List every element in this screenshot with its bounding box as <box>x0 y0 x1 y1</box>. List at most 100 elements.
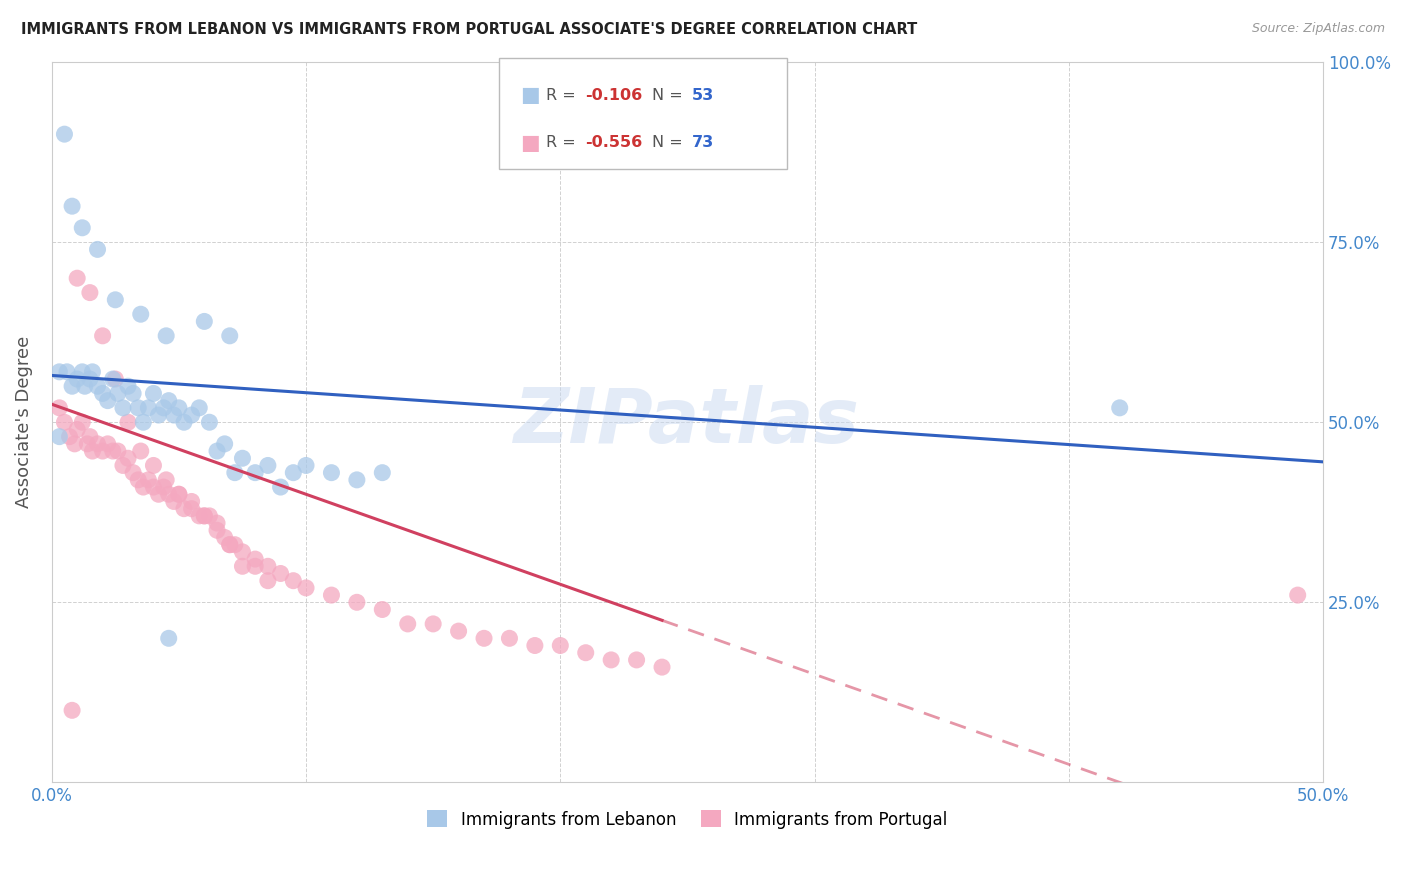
Point <box>138 401 160 415</box>
Point <box>218 328 240 343</box>
Point <box>214 437 236 451</box>
Point <box>63 437 86 451</box>
Point <box>152 401 174 415</box>
Point <box>66 422 89 436</box>
Point <box>127 473 149 487</box>
Point <box>86 243 108 257</box>
Point <box>138 473 160 487</box>
Point <box>295 458 318 473</box>
Point <box>73 379 96 393</box>
Point <box>60 199 83 213</box>
Point <box>193 508 215 523</box>
Point <box>148 408 170 422</box>
Point <box>167 487 190 501</box>
Text: Source: ZipAtlas.com: Source: ZipAtlas.com <box>1251 22 1385 36</box>
Point <box>56 365 79 379</box>
Point <box>60 379 83 393</box>
Point <box>575 646 598 660</box>
Point <box>66 372 89 386</box>
Point <box>86 379 108 393</box>
Point <box>231 545 253 559</box>
Point <box>148 487 170 501</box>
Point <box>82 444 104 458</box>
Point <box>117 451 139 466</box>
Point <box>173 501 195 516</box>
Point <box>523 639 546 653</box>
Point <box>101 444 124 458</box>
Point <box>48 365 70 379</box>
Point <box>188 508 211 523</box>
Point <box>472 632 495 646</box>
Point <box>550 639 572 653</box>
Point <box>127 401 149 415</box>
Point <box>346 473 368 487</box>
Point <box>218 538 240 552</box>
Point <box>321 588 343 602</box>
Text: -0.106: -0.106 <box>585 88 643 103</box>
Point <box>79 430 101 444</box>
Point <box>60 703 83 717</box>
Point <box>91 328 114 343</box>
Point <box>396 616 419 631</box>
Point <box>321 466 343 480</box>
Point <box>167 487 190 501</box>
Point <box>193 314 215 328</box>
Point <box>498 632 520 646</box>
Text: N =: N = <box>652 88 689 103</box>
Point <box>270 566 292 581</box>
Point <box>257 458 280 473</box>
Point <box>188 401 211 415</box>
Point <box>163 494 186 508</box>
Text: ■: ■ <box>520 133 540 153</box>
Point <box>66 271 89 285</box>
Point <box>283 574 305 588</box>
Point <box>180 501 202 516</box>
Point <box>122 466 145 480</box>
Y-axis label: Associate's Degree: Associate's Degree <box>15 336 32 508</box>
Point <box>152 480 174 494</box>
Point <box>72 365 94 379</box>
Point <box>86 437 108 451</box>
Text: 73: 73 <box>692 136 714 150</box>
Point <box>205 523 228 537</box>
Point <box>72 415 94 429</box>
Point <box>180 408 202 422</box>
Point <box>180 494 202 508</box>
Point <box>117 379 139 393</box>
Point <box>422 616 444 631</box>
Point <box>79 285 101 300</box>
Point <box>283 466 305 480</box>
Point <box>371 602 394 616</box>
Point <box>79 372 101 386</box>
Point <box>72 220 94 235</box>
Point <box>111 458 134 473</box>
Point <box>257 559 280 574</box>
Point <box>231 451 253 466</box>
Point <box>224 466 246 480</box>
Point <box>107 444 129 458</box>
Point <box>91 386 114 401</box>
Point <box>97 393 120 408</box>
Point <box>193 508 215 523</box>
Point <box>132 415 155 429</box>
Point <box>142 458 165 473</box>
Point <box>122 386 145 401</box>
Point <box>243 466 266 480</box>
Text: 53: 53 <box>692 88 714 103</box>
Legend: Immigrants from Lebanon, Immigrants from Portugal: Immigrants from Lebanon, Immigrants from… <box>420 804 955 835</box>
Point <box>346 595 368 609</box>
Point <box>205 516 228 530</box>
Point <box>155 328 177 343</box>
Point <box>58 430 80 444</box>
Point <box>53 415 76 429</box>
Point <box>371 466 394 480</box>
Text: ■: ■ <box>520 86 540 105</box>
Point <box>198 508 221 523</box>
Text: R =: R = <box>546 88 581 103</box>
Point <box>101 372 124 386</box>
Point <box>157 632 180 646</box>
Point <box>129 444 152 458</box>
Point <box>111 401 134 415</box>
Point <box>173 415 195 429</box>
Point <box>243 552 266 566</box>
